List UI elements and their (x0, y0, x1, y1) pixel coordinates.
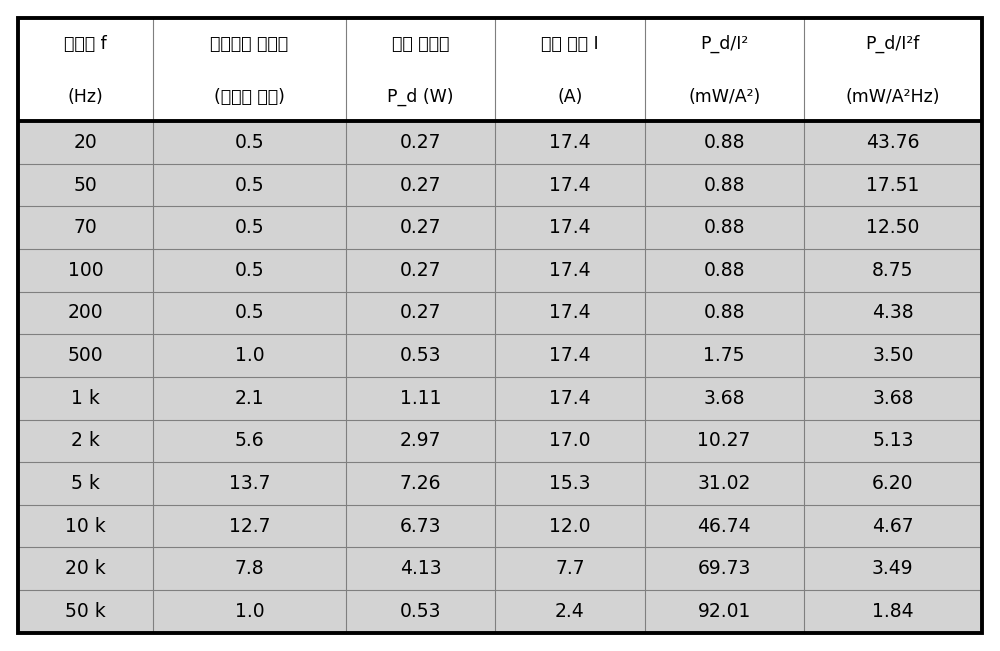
Text: 0.88: 0.88 (703, 218, 745, 237)
Text: 17.4: 17.4 (549, 303, 591, 322)
Text: 31.02: 31.02 (697, 474, 751, 493)
Text: 0.27: 0.27 (400, 261, 441, 280)
Text: 200: 200 (68, 303, 103, 322)
Text: 0.53: 0.53 (400, 346, 441, 365)
Text: 43.76: 43.76 (866, 133, 920, 152)
Text: 4.38: 4.38 (872, 303, 914, 322)
Text: 0.5: 0.5 (235, 133, 264, 152)
Text: (Hz): (Hz) (68, 88, 103, 106)
Text: 기체헬륨 증가량: 기체헬륨 증가량 (210, 35, 288, 53)
Text: 5.13: 5.13 (872, 432, 914, 450)
Text: 진동수 f: 진동수 f (64, 35, 107, 53)
Bar (18, 18, 982, 121)
Text: 0.5: 0.5 (235, 176, 264, 195)
Bar (18, 292, 982, 335)
Bar (18, 462, 982, 505)
Text: 100: 100 (68, 261, 103, 280)
Bar (18, 249, 982, 292)
Text: 15.3: 15.3 (549, 474, 591, 493)
Bar (18, 590, 982, 633)
Text: 7.8: 7.8 (235, 559, 264, 578)
Text: (mW/A²Hz): (mW/A²Hz) (846, 88, 940, 106)
Text: 0.88: 0.88 (703, 261, 745, 280)
Text: 500: 500 (68, 346, 103, 365)
Text: 0.5: 0.5 (235, 261, 264, 280)
Text: 1.84: 1.84 (872, 602, 914, 621)
Text: 20 k: 20 k (65, 559, 106, 578)
Bar (18, 335, 982, 377)
Text: 0.88: 0.88 (703, 133, 745, 152)
Text: 4.13: 4.13 (400, 559, 441, 578)
Text: 46.74: 46.74 (697, 517, 751, 536)
Text: 17.4: 17.4 (549, 133, 591, 152)
Text: 10.27: 10.27 (697, 432, 751, 450)
Text: 3.68: 3.68 (872, 389, 914, 408)
Text: 5.6: 5.6 (235, 432, 264, 450)
Text: (mW/A²): (mW/A²) (688, 88, 760, 106)
Text: 8.75: 8.75 (872, 261, 914, 280)
Text: 5 k: 5 k (71, 474, 100, 493)
Text: 2 k: 2 k (71, 432, 100, 450)
Bar (18, 163, 982, 206)
Text: 4.67: 4.67 (872, 517, 914, 536)
Text: 50: 50 (74, 176, 97, 195)
Text: 12.0: 12.0 (549, 517, 591, 536)
Text: 12.50: 12.50 (866, 218, 920, 237)
Text: 10 k: 10 k (65, 517, 106, 536)
Text: 3.49: 3.49 (872, 559, 914, 578)
Text: 17.51: 17.51 (866, 176, 920, 195)
Text: 17.4: 17.4 (549, 346, 591, 365)
Text: 전류 진폭 I: 전류 진폭 I (541, 35, 599, 53)
Bar (18, 505, 982, 547)
Text: 17.0: 17.0 (549, 432, 591, 450)
Text: 17.4: 17.4 (549, 389, 591, 408)
Text: 0.5: 0.5 (235, 218, 264, 237)
Text: 7.7: 7.7 (555, 559, 585, 578)
Text: 1 k: 1 k (71, 389, 100, 408)
Text: 69.73: 69.73 (697, 559, 751, 578)
Text: 12.7: 12.7 (229, 517, 270, 536)
Text: 환산 발열량: 환산 발열량 (392, 35, 449, 53)
Text: 0.53: 0.53 (400, 602, 441, 621)
Text: 20: 20 (74, 133, 97, 152)
Text: 2.4: 2.4 (555, 602, 585, 621)
Text: P_d/I²: P_d/I² (700, 35, 748, 53)
Bar (18, 420, 982, 462)
Text: 0.5: 0.5 (235, 303, 264, 322)
Text: 0.27: 0.27 (400, 303, 441, 322)
Text: 0.27: 0.27 (400, 133, 441, 152)
Text: 7.26: 7.26 (400, 474, 441, 493)
Text: 17.4: 17.4 (549, 176, 591, 195)
Bar (18, 206, 982, 249)
Text: 0.88: 0.88 (703, 176, 745, 195)
Text: 17.4: 17.4 (549, 261, 591, 280)
Text: 1.75: 1.75 (703, 346, 745, 365)
Text: 0.27: 0.27 (400, 176, 441, 195)
Text: 92.01: 92.01 (697, 602, 751, 621)
Text: 13.7: 13.7 (229, 474, 270, 493)
Text: P_d/I²f: P_d/I²f (866, 35, 920, 53)
Text: 2.97: 2.97 (400, 432, 441, 450)
Text: 0.27: 0.27 (400, 218, 441, 237)
Text: 6.20: 6.20 (872, 474, 914, 493)
Text: 0.88: 0.88 (703, 303, 745, 322)
Bar (18, 121, 982, 164)
Text: 1.0: 1.0 (235, 346, 264, 365)
Text: 1.11: 1.11 (400, 389, 441, 408)
Text: P_d (W): P_d (W) (387, 88, 454, 106)
Text: 6.73: 6.73 (400, 517, 441, 536)
Text: 3.68: 3.68 (703, 389, 745, 408)
Text: 50 k: 50 k (65, 602, 106, 621)
Text: 2.1: 2.1 (235, 389, 264, 408)
Text: 3.50: 3.50 (872, 346, 914, 365)
Text: 17.4: 17.4 (549, 218, 591, 237)
Bar (18, 377, 982, 420)
Bar (18, 547, 982, 590)
Text: (유량계 눈금): (유량계 눈금) (214, 88, 285, 106)
Text: (A): (A) (557, 88, 583, 106)
Text: 1.0: 1.0 (235, 602, 264, 621)
Text: 70: 70 (74, 218, 97, 237)
